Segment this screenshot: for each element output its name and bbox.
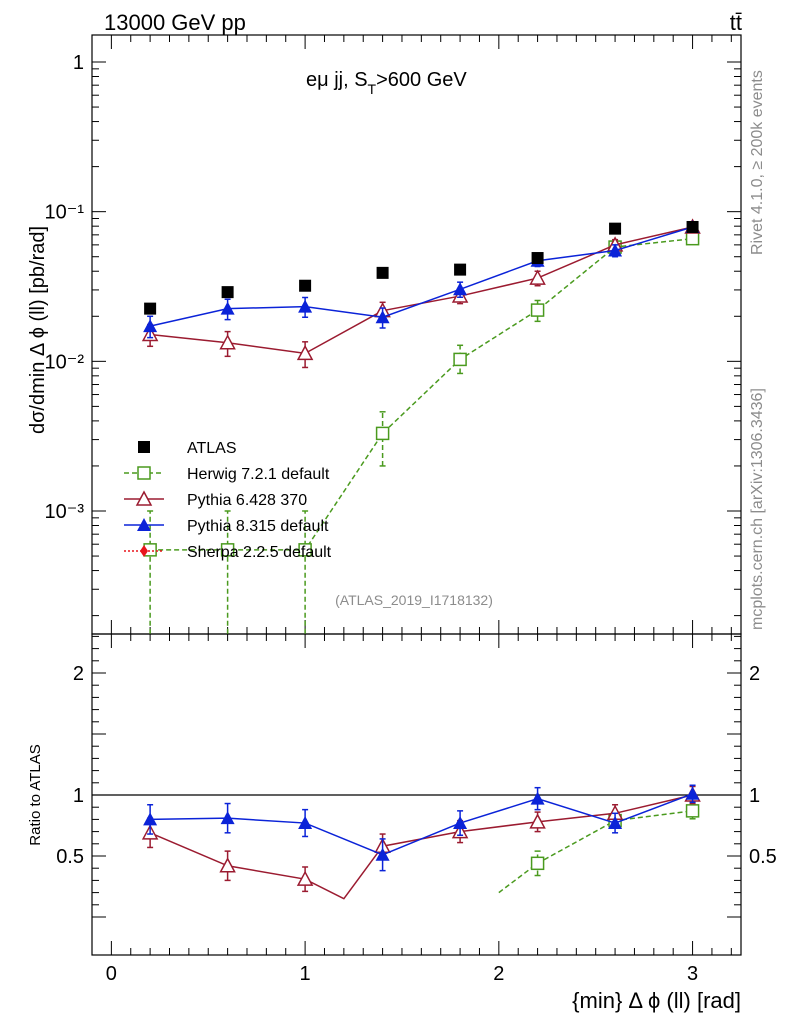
data-point: [143, 812, 158, 826]
main-series-layer: [141, 218, 701, 634]
chart-title: eμ jj, ST>600 GeV: [306, 69, 467, 97]
data-point: [453, 816, 468, 830]
legend-marker: [135, 490, 153, 506]
data-point: [530, 303, 545, 317]
mcplots-label: mcplots.cern.ch [arXiv:1306.3436]: [749, 388, 766, 630]
ratio-y-tick-label-right: 1: [749, 785, 760, 807]
legend-label: Sherpa 2.2.5 default: [187, 544, 332, 561]
data-point: [219, 334, 236, 350]
main-y-tick-labels: 1 10⁻¹ 10⁻² 10⁻³: [45, 52, 85, 523]
ratio-y-tick-label-left: 2: [73, 663, 84, 685]
chart-title-tail: >600 GeV: [376, 69, 467, 91]
rivet-version-label: Rivet 4.1.0, ≥ 200k events: [749, 70, 766, 255]
data-point: [454, 263, 467, 276]
data-point: [608, 243, 623, 257]
legend-marker: [140, 545, 148, 557]
data-point: [296, 870, 314, 886]
main-series-atlas: [144, 220, 699, 315]
main-y-tick-label: 10⁻³: [45, 501, 85, 523]
chart-title-subscript: T: [368, 81, 377, 97]
data-point: [299, 279, 312, 292]
ratio-y-axis-ticks: [92, 635, 741, 918]
main-series-pythia-8-315-default: [143, 219, 700, 339]
series-line: [498, 810, 693, 894]
ratio-y-tick-label-left: 1: [73, 785, 84, 807]
process-label: tt̄: [730, 10, 742, 35]
data-point: [529, 269, 546, 285]
data-point: [530, 856, 545, 871]
x-tick-label: 0: [106, 963, 117, 985]
x-axis-title: {min} Δ ϕ (ll) [rad]: [572, 988, 741, 1013]
data-point: [220, 301, 235, 315]
data-point: [221, 286, 234, 299]
data-point: [531, 252, 544, 265]
data-point: [609, 222, 622, 235]
legend-item-pythia-6-428-370: Pythia 6.428 370: [124, 490, 307, 509]
data-point: [685, 231, 700, 246]
main-y-axis-title: dσ/dmin Δ ϕ (ll) [pb/rad]: [27, 226, 49, 434]
legend-marker: [137, 518, 151, 531]
data-point: [220, 811, 235, 825]
x-tick-label: 3: [687, 963, 698, 985]
series-line: [150, 793, 693, 856]
ratio-y-tick-label-right: 2: [749, 663, 760, 685]
energy-label: 13000 GeV pp: [104, 10, 246, 35]
main-y-tick-label: 10⁻¹: [45, 202, 85, 224]
legend: ATLAS Herwig 7.2.1 default Pythia 6.428 37…: [124, 440, 332, 561]
legend-label: ATLAS: [187, 440, 237, 457]
main-y-tick-label: 10⁻²: [45, 351, 85, 373]
data-point: [453, 282, 468, 296]
data-point: [375, 310, 390, 324]
main-y-axis-ticks: [92, 61, 741, 617]
legend-item-sherpa-2-2-5-default: Sherpa 2.2.5 default: [124, 544, 332, 561]
data-point: [220, 543, 235, 557]
legend-label: Pythia 8.315 default: [187, 518, 329, 535]
legend-marker: [138, 441, 150, 453]
legend-label: Herwig 7.2.1 default: [187, 466, 330, 483]
data-point: [143, 319, 158, 333]
legend-item-pythia-8-315-default: Pythia 8.315 default: [124, 518, 329, 535]
data-point: [376, 266, 389, 279]
legend-label: Pythia 6.428 370: [187, 492, 307, 509]
data-point: [298, 299, 313, 313]
data-point: [375, 426, 390, 441]
ratio-series-herwig-7-2-1-default: [498, 802, 700, 894]
x-axis-ticks: [110, 35, 732, 955]
data-point: [219, 857, 236, 873]
series-line: [150, 237, 693, 551]
analysis-id-label: (ATLAS_2019_I1718132): [335, 592, 493, 608]
x-tick-label: 2: [493, 963, 504, 985]
data-point: [530, 791, 545, 805]
main-y-tick-label: 1: [73, 52, 84, 74]
ratio-series-pythia-8-315-default: [143, 784, 700, 872]
ratio-series-layer: [141, 784, 701, 900]
ratio-y-tick-label-right: 0.5: [749, 846, 777, 868]
main-series-herwig-7-2-1-default: [143, 231, 700, 634]
data-point: [685, 786, 700, 800]
data-point: [453, 352, 467, 367]
legend-item-atlas: ATLAS: [138, 440, 237, 457]
data-point: [375, 847, 390, 861]
data-point: [685, 804, 700, 818]
x-tick-label: 1: [300, 963, 311, 985]
data-point: [298, 543, 312, 557]
data-point: [144, 302, 157, 315]
legend-item-herwig-7-2-1-default: Herwig 7.2.1 default: [124, 466, 330, 483]
ratio-y-tick-label-left: 0.5: [56, 846, 84, 868]
legend-marker: [137, 466, 151, 480]
series-line: [149, 226, 693, 327]
series-line: [149, 794, 693, 900]
chart-title-main: eμ jj, S: [306, 69, 368, 91]
data-point: [529, 813, 546, 829]
ratio-y-tick-labels: 0.5 0.5 1 1 2 2: [56, 663, 777, 868]
data-point: [296, 344, 314, 361]
data-point: [686, 220, 699, 233]
ratio-y-axis-title: Ratio to ATLAS: [27, 744, 44, 845]
data-point: [298, 816, 313, 830]
x-tick-labels: 0 1 2 3: [106, 963, 698, 985]
data-point: [608, 816, 623, 830]
